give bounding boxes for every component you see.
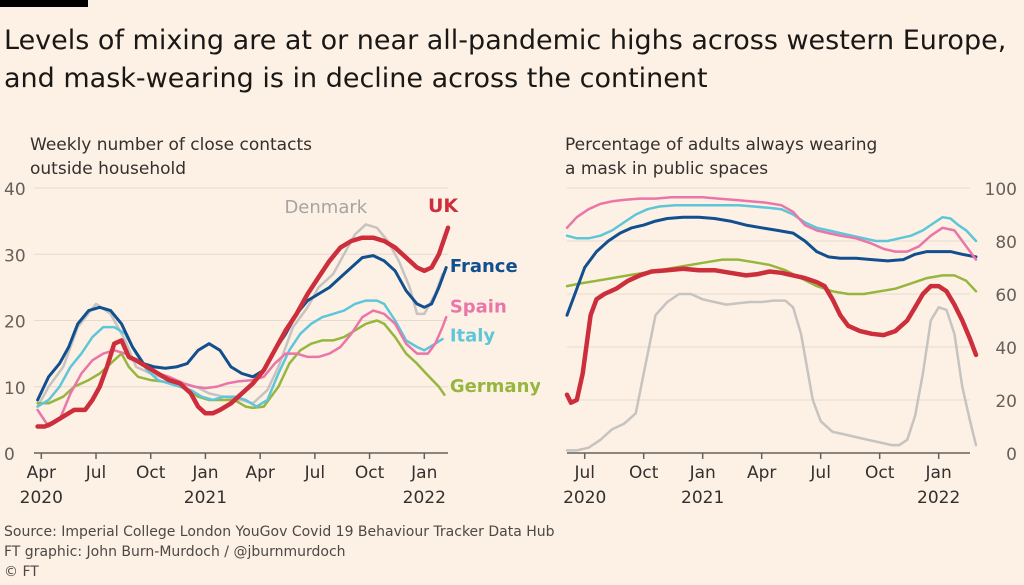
- contacts-x-tick-label: Jul: [85, 463, 107, 483]
- contacts-x-year-label: 2020: [20, 488, 63, 508]
- contacts-series-italy: [36, 299, 444, 408]
- contacts-x-tick-label: Apr: [27, 463, 56, 483]
- masks-x-tick-label: Jul: [809, 463, 831, 483]
- contacts-label-spain: Spain: [450, 297, 507, 318]
- title-line-1: Levels of mixing are at or near all-pand…: [4, 25, 1007, 56]
- masks-series-uk: [564, 266, 979, 405]
- contacts-series-denmark: [36, 223, 444, 408]
- masks-y-tick-label: 60: [995, 286, 1017, 306]
- contacts-y-tick-label: 10: [4, 379, 26, 399]
- contacts-y-tick-label: 40: [4, 180, 26, 200]
- contacts-y-tick-label: 0: [4, 445, 15, 465]
- contacts-x-year-label: 2022: [403, 488, 446, 508]
- contacts-label-italy: Italy: [450, 326, 496, 347]
- masks-x-tick-label: Jan: [689, 463, 716, 483]
- source-note: Source: Imperial College London YouGov C…: [4, 524, 555, 540]
- left-chart-subtitle: Weekly number of close contacts outside …: [30, 133, 312, 181]
- contacts-series-france: [36, 254, 448, 402]
- contacts-x-year-label: 2021: [184, 488, 227, 508]
- contacts-label-uk: UK: [428, 195, 459, 217]
- contacts-x-tick-label: Oct: [136, 463, 166, 483]
- masks-series-denmark: [565, 292, 978, 452]
- mask-wearing-line-chart: 0 20 40 60 80 100 Jul 2020 Oct Jan 2021 Apr Jul Oct Ja…: [563, 180, 1017, 508]
- contacts-label-france: France: [450, 256, 518, 277]
- masks-x-tick-label: Oct: [629, 463, 659, 483]
- contacts-series-germany: [36, 319, 446, 410]
- contacts-x-tick-label: Apr: [245, 463, 274, 483]
- contacts-label-germany: Germany: [450, 376, 540, 397]
- masks-y-tick-label: 20: [995, 392, 1017, 412]
- masks-y-tick-label: 0: [1006, 445, 1017, 465]
- masks-x-year-label: 2020: [563, 488, 606, 508]
- masks-series-germany: [565, 258, 978, 296]
- masks-series-italy: [565, 203, 978, 243]
- contacts-x-tick-label: Jul: [304, 463, 326, 483]
- contacts-line-chart: 0 10 20 30 40 Apr 2020 Jul Oct Jan 2021 Apr Jul Oct Ja…: [4, 180, 540, 508]
- brand-bar: [0, 0, 88, 7]
- contacts-y-tick-label: 20: [4, 313, 26, 333]
- contacts-x-tick-label: Jan: [410, 463, 437, 483]
- contacts-x-tick-label: Oct: [355, 463, 385, 483]
- left-subtitle-line-2: outside household: [30, 159, 187, 179]
- right-subtitle-line-1: Percentage of adults always wearing: [565, 135, 878, 155]
- contacts-label-denmark: Denmark: [284, 197, 367, 218]
- masks-x-tick-label: Apr: [747, 463, 776, 483]
- chart-title: Levels of mixing are at or near all-pand…: [4, 22, 1014, 98]
- copyright-note: © FT: [4, 564, 39, 580]
- right-chart-subtitle: Percentage of adults always wearing a ma…: [565, 133, 877, 181]
- left-subtitle-line-1: Weekly number of close contacts: [30, 135, 312, 155]
- title-line-2: and mask-wearing is in decline across th…: [4, 63, 708, 94]
- masks-series-spain: [565, 196, 978, 261]
- masks-x-tick-label: Oct: [865, 463, 895, 483]
- credit-note: FT graphic: John Burn-Murdoch / @jburnmu…: [4, 544, 346, 560]
- masks-series-france: [565, 215, 978, 317]
- masks-y-tick-label: 100: [985, 180, 1017, 200]
- right-subtitle-line-2: a mask in public spaces: [565, 159, 769, 179]
- masks-x-year-label: 2022: [917, 488, 960, 508]
- chart-footer: Source: Imperial College London YouGov C…: [4, 522, 555, 582]
- contacts-y-tick-label: 30: [4, 246, 26, 266]
- masks-y-tick-label: 80: [995, 233, 1017, 253]
- contacts-series-uk: [35, 225, 451, 429]
- masks-x-tick-label: Jan: [925, 463, 952, 483]
- masks-x-tick-label: Jul: [573, 463, 595, 483]
- masks-x-year-label: 2021: [681, 488, 724, 508]
- contacts-x-tick-label: Jan: [191, 463, 218, 483]
- masks-y-tick-label: 40: [995, 339, 1017, 359]
